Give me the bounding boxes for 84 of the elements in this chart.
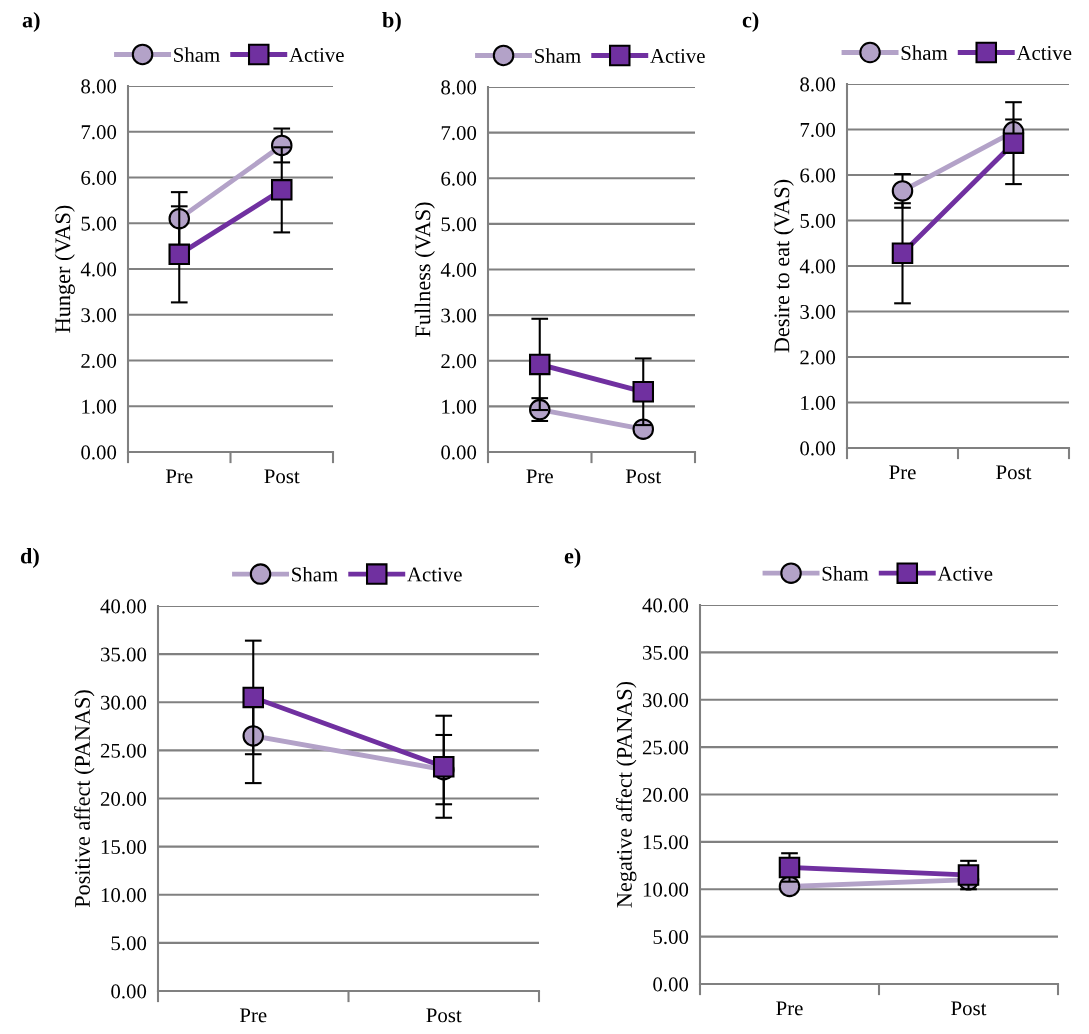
point xyxy=(528,353,551,376)
point xyxy=(891,180,914,202)
y-tick-label: 6.00 xyxy=(800,168,836,183)
y-tick-label: 4.00 xyxy=(80,262,117,277)
legend-label: Sham xyxy=(174,47,220,62)
point xyxy=(891,242,914,265)
y-tick-label: 40.00 xyxy=(642,598,689,613)
y-axis-title: Positive affect (PANAS) xyxy=(74,690,95,908)
y-tick-label: 5.00 xyxy=(653,930,689,945)
legend-label: Active xyxy=(407,567,462,582)
y-tick-label: 35.00 xyxy=(101,647,147,662)
chart-title: a) xyxy=(22,11,40,33)
x-tick-label: Post xyxy=(625,469,662,484)
y-tick-label: 5.00 xyxy=(81,216,117,231)
y-tick-label: 2.00 xyxy=(81,353,117,369)
legend-label: Active xyxy=(289,47,344,62)
y-tick-label: 5.00 xyxy=(800,213,836,229)
y-tick-label: 1.00 xyxy=(82,399,117,414)
y-tick-label: 8.00 xyxy=(800,77,836,92)
y-tick-label: 25.00 xyxy=(642,740,689,755)
y-tick-label: 15.00 xyxy=(101,840,147,855)
y-axis-title: Negative affect (PANAS) xyxy=(616,681,637,908)
y-tick-label: 25.00 xyxy=(100,743,147,758)
y-tick-label: 10.00 xyxy=(101,888,147,903)
chart-title: b) xyxy=(382,11,401,33)
y-tick-label: 0.00 xyxy=(653,977,689,992)
y-tick-label: 40.00 xyxy=(100,599,147,614)
legend-label: Active xyxy=(1016,45,1072,60)
x-tick-label: Pre xyxy=(889,465,916,480)
y-tick-label: 6.00 xyxy=(441,171,477,186)
y-tick-label: 2.00 xyxy=(441,354,477,369)
y-tick-label: 3.00 xyxy=(800,304,836,320)
y-tick-label: 20.00 xyxy=(100,791,147,807)
legend-label: Sham xyxy=(901,45,948,60)
y-tick-label: 7.00 xyxy=(81,125,117,140)
point xyxy=(778,856,801,879)
point xyxy=(632,381,655,403)
y-tick-label: 8.00 xyxy=(441,80,477,95)
y-axis-title: Desire to eat (VAS) xyxy=(773,179,794,353)
y-axis-title: Hunger (VAS) xyxy=(54,205,75,333)
x-tick-label: Post xyxy=(264,469,300,484)
y-tick-label: 1.00 xyxy=(442,399,477,414)
legend-label: Active xyxy=(650,48,705,63)
x-tick-label: Post xyxy=(426,1008,462,1023)
point xyxy=(957,864,980,886)
y-tick-label: 0.00 xyxy=(111,984,147,999)
y-tick-label: 5.00 xyxy=(111,936,147,951)
legend-label: Active xyxy=(937,566,993,581)
x-tick-label: Pre xyxy=(776,1001,803,1016)
y-tick-label: 30.00 xyxy=(643,693,689,708)
legend-label: Sham xyxy=(535,48,581,63)
y-tick-label: 0.00 xyxy=(81,445,117,460)
y-tick-label: 15.00 xyxy=(643,835,689,850)
y-tick-label: 4.00 xyxy=(440,262,477,278)
y-tick-label: 8.00 xyxy=(81,79,117,94)
y-tick-label: 30.00 xyxy=(101,695,147,710)
x-tick-label: Pre xyxy=(526,469,553,484)
point xyxy=(242,686,265,709)
y-tick-label: 7.00 xyxy=(800,122,836,138)
chart-title: d) xyxy=(20,547,39,569)
y-tick-label: 3.00 xyxy=(81,308,117,323)
y-tick-label: 6.00 xyxy=(81,170,117,186)
legend-label: Sham xyxy=(822,566,869,581)
chart-title: c) xyxy=(742,11,759,33)
chart-title: e) xyxy=(564,547,581,569)
y-tick-label: 0.00 xyxy=(800,441,836,456)
point xyxy=(270,179,293,201)
y-tick-label: 7.00 xyxy=(441,126,477,141)
y-tick-label: 5.00 xyxy=(441,217,477,232)
y-tick-label: 0.00 xyxy=(441,445,477,460)
y-tick-label: 20.00 xyxy=(642,787,689,803)
x-tick-label: Pre xyxy=(165,469,193,484)
x-tick-label: Pre xyxy=(239,1008,267,1023)
y-tick-label: 1.00 xyxy=(801,395,836,411)
point xyxy=(168,243,191,266)
y-tick-label: 35.00 xyxy=(643,645,689,660)
y-axis-title: Fullness (VAS) xyxy=(414,202,435,337)
y-tick-label: 10.00 xyxy=(643,882,689,897)
x-tick-label: Post xyxy=(996,465,1032,480)
y-tick-label: 4.00 xyxy=(799,259,836,274)
y-tick-label: 3.00 xyxy=(441,308,477,323)
x-tick-label: Post xyxy=(951,1001,987,1016)
legend-label: Sham xyxy=(292,566,338,582)
y-tick-label: 2.00 xyxy=(800,350,836,365)
